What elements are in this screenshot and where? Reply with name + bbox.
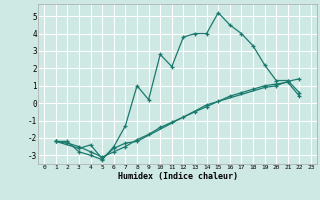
X-axis label: Humidex (Indice chaleur): Humidex (Indice chaleur): [118, 172, 238, 181]
